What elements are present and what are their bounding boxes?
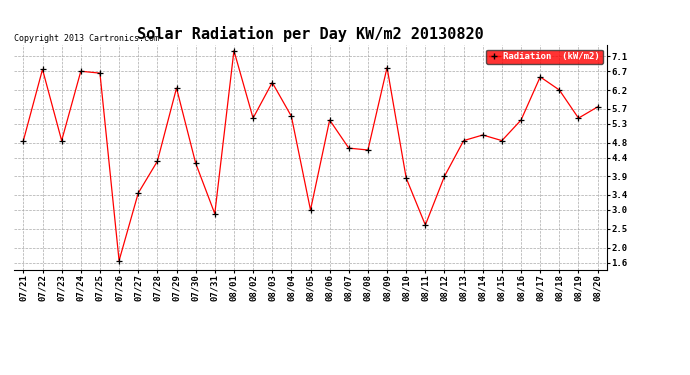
Legend: Radiation  (kW/m2): Radiation (kW/m2) (486, 50, 602, 64)
Text: Copyright 2013 Cartronics.com: Copyright 2013 Cartronics.com (14, 34, 159, 43)
Title: Solar Radiation per Day KW/m2 20130820: Solar Radiation per Day KW/m2 20130820 (137, 27, 484, 42)
